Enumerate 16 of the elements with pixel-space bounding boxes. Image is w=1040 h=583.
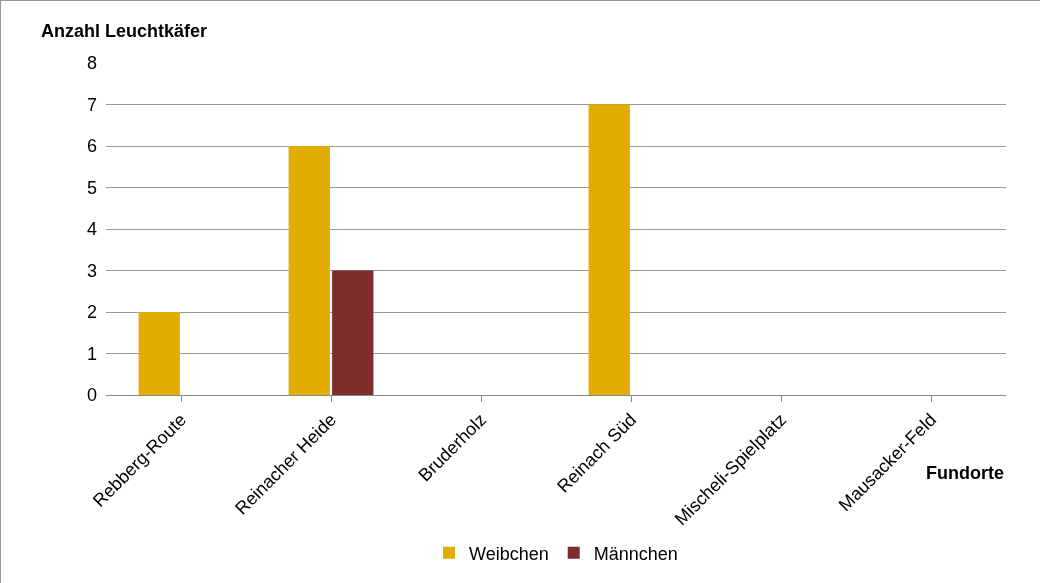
legend-label: Weibchen <box>469 543 549 564</box>
y-tick-label: 2 <box>86 302 97 323</box>
y-tick-label: 3 <box>86 260 97 281</box>
bar <box>138 312 180 395</box>
y-axis-title: Anzahl Leuchtkäfer <box>41 21 208 41</box>
y-tick-label: 1 <box>86 343 97 364</box>
y-tick-label: 6 <box>86 136 97 157</box>
bar <box>288 146 330 395</box>
y-tick-label: 5 <box>86 177 97 198</box>
y-tick-label: 4 <box>86 219 97 240</box>
y-tick-label: 8 <box>86 53 97 74</box>
bar <box>588 104 630 395</box>
bar <box>332 270 374 395</box>
y-tick-label: 0 <box>86 385 97 406</box>
y-tick-label: 7 <box>86 94 97 115</box>
legend-label: Männchen <box>593 543 678 564</box>
